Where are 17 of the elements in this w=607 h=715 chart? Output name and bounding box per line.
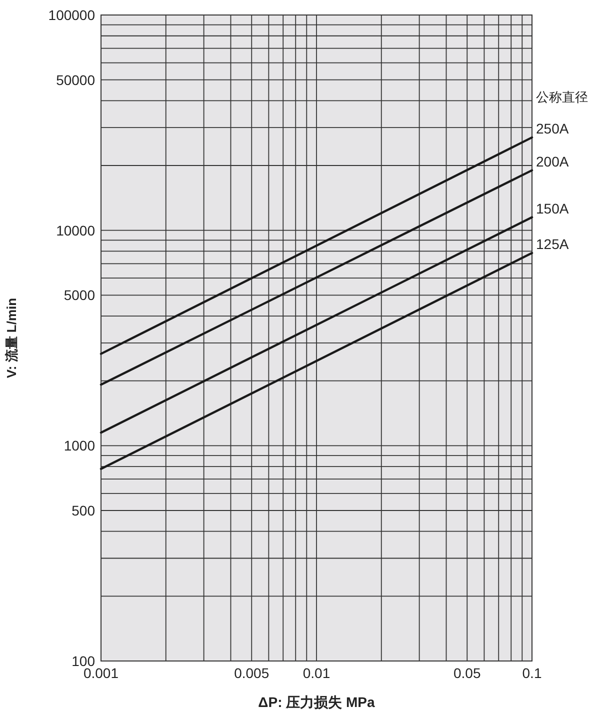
series-label: 125A [536,236,570,252]
y-tick-label: 100000 [48,7,96,23]
x-tick-label: 0.05 [454,665,481,681]
x-tick-label: 0.1 [522,665,542,681]
y-tick-label: 1000 [64,438,96,454]
x-tick-label: 0.005 [234,665,270,681]
x-tick-label: 0.01 [302,665,330,681]
legend-title: 公称直径 [536,89,588,104]
series-label: 150A [536,200,570,216]
y-tick-label: 500 [72,502,96,518]
x-axis-title: ΔP: 压力损失 MPa [258,694,376,710]
y-axis-title: V: 流量 L/min [4,298,19,378]
y-tick-label: 50000 [56,72,96,88]
series-label: 250A [536,120,570,136]
y-tick-label: 5000 [64,287,96,304]
series-label: 200A [536,153,570,170]
y-tick-label: 10000 [56,222,96,238]
